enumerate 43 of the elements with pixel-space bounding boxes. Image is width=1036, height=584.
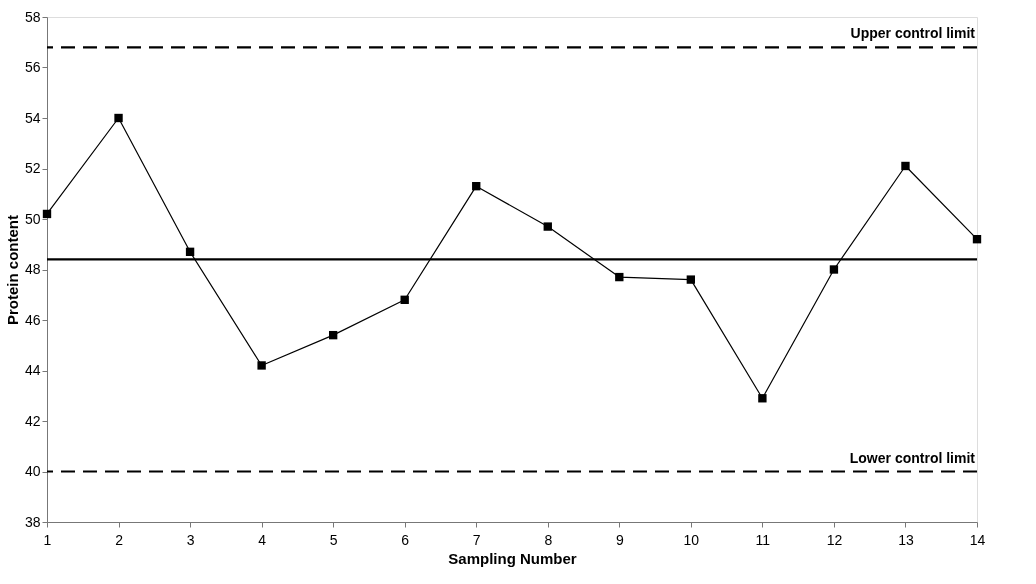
x-tick-label: 11 bbox=[755, 531, 771, 548]
y-tick-label: 54 bbox=[24, 109, 41, 126]
point bbox=[758, 394, 767, 403]
x-tick-label: 5 bbox=[329, 531, 338, 548]
y-tick-label: 50 bbox=[24, 210, 41, 227]
y-tick-label: 56 bbox=[24, 59, 41, 75]
ref-line-label: Upper control limit bbox=[850, 25, 976, 42]
x-tick-label: 10 bbox=[683, 531, 700, 548]
point bbox=[328, 330, 338, 340]
ref-line-label: Lower control limit bbox=[849, 449, 976, 466]
point bbox=[400, 295, 409, 304]
y-tick-label: 48 bbox=[24, 261, 41, 277]
x-tick-label: 9 bbox=[615, 531, 624, 548]
x-tick-label: 4 bbox=[258, 531, 267, 548]
x-tick-label: 8 bbox=[544, 531, 553, 548]
x-tick-label: 7 bbox=[472, 531, 481, 548]
x-axis-title: Sampling Number bbox=[448, 549, 577, 567]
point bbox=[686, 275, 696, 284]
point bbox=[901, 161, 910, 171]
point bbox=[972, 235, 982, 244]
x-tick-label: 13 bbox=[898, 531, 914, 548]
x-tick-label: 6 bbox=[401, 531, 410, 548]
x-tick-label: 14 bbox=[969, 531, 986, 548]
point bbox=[114, 113, 123, 123]
point bbox=[257, 361, 266, 370]
y-tick-label: 58 bbox=[24, 8, 41, 25]
y-tick-label: 42 bbox=[24, 412, 41, 429]
x-tick-label: 1 bbox=[43, 531, 52, 548]
x-tick-label: 12 bbox=[826, 531, 843, 548]
x-tick-label: 2 bbox=[115, 531, 124, 548]
y-tick-label: 52 bbox=[24, 160, 41, 176]
point bbox=[185, 247, 195, 257]
y-tick-label: 44 bbox=[24, 362, 41, 378]
y-axis-title: Protein content bbox=[3, 214, 21, 326]
point bbox=[615, 272, 624, 282]
point bbox=[543, 222, 552, 231]
x-tick-label: 3 bbox=[186, 531, 195, 548]
point bbox=[42, 209, 52, 219]
y-tick-label: 46 bbox=[24, 311, 41, 328]
point bbox=[829, 265, 839, 274]
y-tick-label: 38 bbox=[24, 513, 41, 530]
y-tick-label: 40 bbox=[24, 463, 41, 479]
point bbox=[472, 181, 481, 191]
